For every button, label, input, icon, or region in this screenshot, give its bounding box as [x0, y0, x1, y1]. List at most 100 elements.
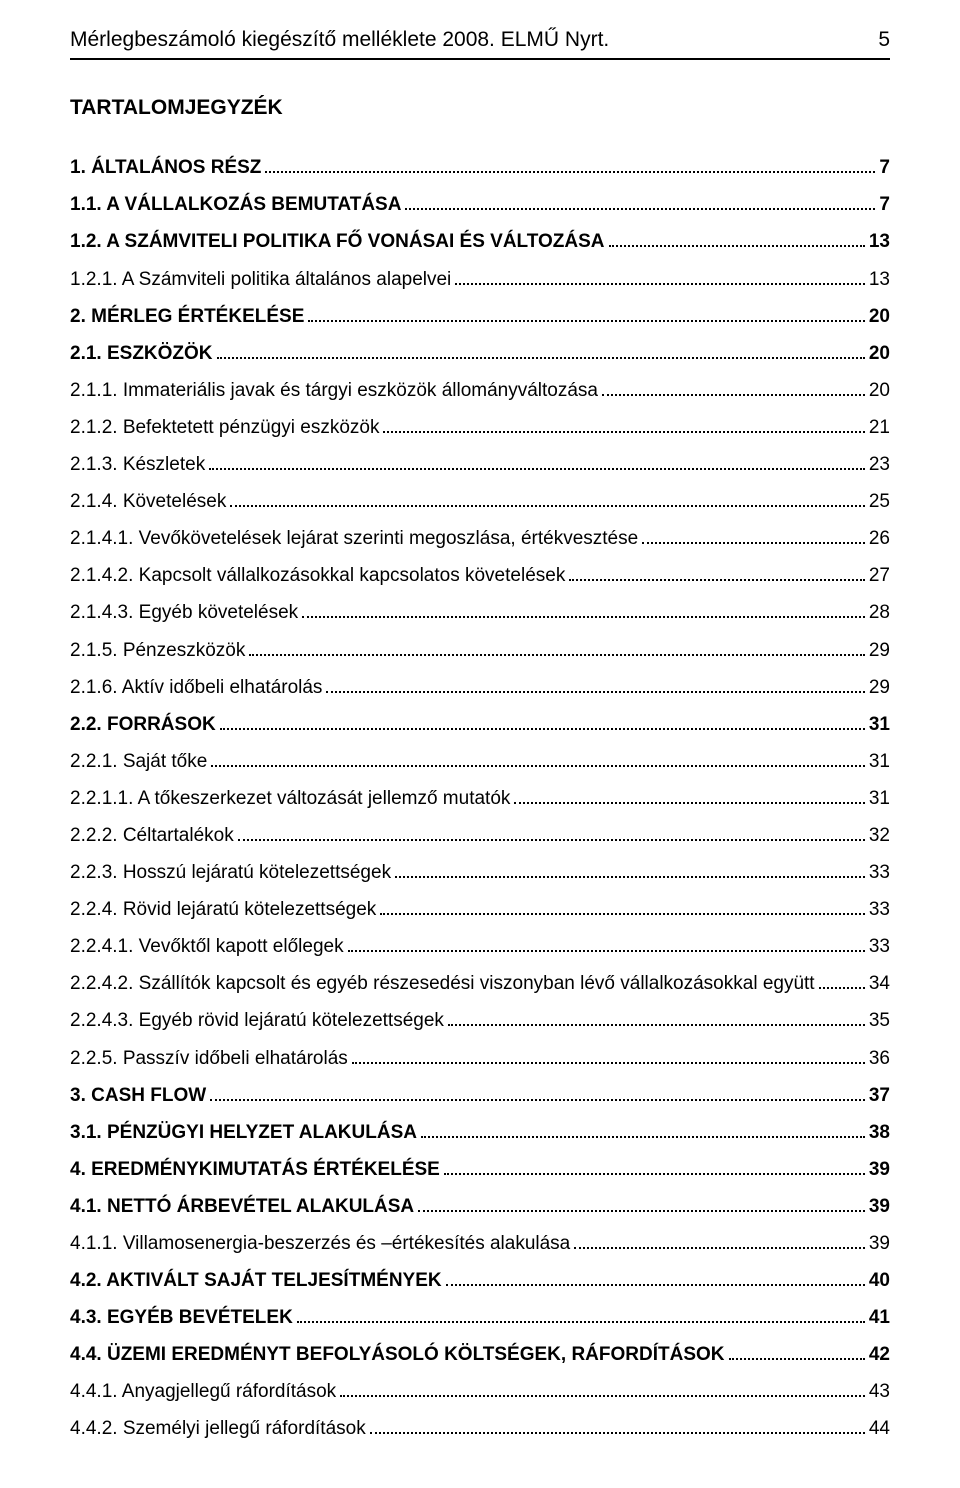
toc-entry: 2.1.1. Immateriális javak és tárgyi eszk… — [70, 373, 890, 410]
toc-entry: 4.3. EGYÉB BEVÉTELEK 41 — [70, 1300, 890, 1337]
toc-dot-leader — [209, 468, 865, 470]
toc-entry-label: 4.1.1. Villamosenergia-beszerzés és –ért… — [70, 1230, 570, 1259]
toc-title: TARTALOMJEGYZÉK — [70, 96, 890, 120]
toc-dot-leader — [418, 1210, 865, 1212]
toc-entry: 2.1.4.1. Vevőkövetelések lejárat szerint… — [70, 521, 890, 558]
toc-entry-page: 33 — [869, 896, 890, 925]
toc-entry-page: 41 — [869, 1304, 890, 1333]
toc-entry-page: 37 — [869, 1082, 890, 1111]
toc-dot-leader — [217, 357, 865, 359]
toc-entry: 2.2.1. Saját tőke 31 — [70, 744, 890, 781]
toc-dot-leader — [230, 505, 865, 507]
toc-entry-label: 4.4. ÜZEMI EREDMÉNYT BEFOLYÁSOLÓ KÖLTSÉG… — [70, 1341, 725, 1370]
toc-dot-leader — [446, 1284, 865, 1286]
toc-entry: 2.2.4.3. Egyéb rövid lejáratú kötelezett… — [70, 1003, 890, 1040]
toc-entry-label: 2.1.3. Készletek — [70, 451, 205, 480]
header-title: Mérlegbeszámoló kiegészítő melléklete 20… — [70, 28, 609, 52]
toc-entry: 4.4.1. Anyagjellegű ráfordítások43 — [70, 1374, 890, 1411]
header-page-number: 5 — [878, 28, 890, 52]
toc-dot-leader — [302, 616, 865, 618]
toc-entry: 2.2.4.2. Szállítók kapcsolt és egyéb rés… — [70, 966, 890, 1003]
toc-entry-label: 4.3. EGYÉB BEVÉTELEK — [70, 1304, 293, 1333]
toc-entry-page: 31 — [869, 785, 890, 814]
toc-entry-page: 38 — [869, 1119, 890, 1148]
toc-entry: 4.1. NETTÓ ÁRBEVÉTEL ALAKULÁSA 39 — [70, 1189, 890, 1226]
toc-entry-page: 31 — [869, 748, 890, 777]
toc-entry: 2.1. ESZKÖZÖK20 — [70, 335, 890, 372]
toc-entry-page: 28 — [869, 599, 890, 628]
toc-entry-page: 27 — [869, 562, 890, 591]
toc-entry: 4.4.2. Személyi jellegű ráfordítások 44 — [70, 1411, 890, 1448]
toc-entry-page: 39 — [869, 1193, 890, 1222]
toc-entry: 4.2. AKTIVÁLT SAJÁT TELJESÍTMÉNYEK40 — [70, 1263, 890, 1300]
toc-entry: 2.1.3. Készletek23 — [70, 447, 890, 484]
toc-entry-page: 34 — [869, 970, 890, 999]
toc-entry-label: 2.1.4.1. Vevőkövetelések lejárat szerint… — [70, 525, 638, 554]
toc-entry-page: 20 — [869, 303, 890, 332]
toc-entry-label: 4. EREDMÉNYKIMUTATÁS ÉRTÉKELÉSE — [70, 1156, 440, 1185]
toc-entry: 2.2.2. Céltartalékok32 — [70, 818, 890, 855]
toc-dot-leader — [308, 320, 864, 322]
document-page: Mérlegbeszámoló kiegészítő melléklete 20… — [0, 0, 960, 1488]
toc-entry-label: 2.1.5. Pénzeszközök — [70, 637, 245, 666]
toc-entry-label: 4.4.1. Anyagjellegű ráfordítások — [70, 1378, 336, 1407]
toc-dot-leader — [352, 1062, 865, 1064]
toc-entry: 3. CASH FLOW 37 — [70, 1077, 890, 1114]
toc-entry: 2.2.5. Passzív időbeli elhatárolás36 — [70, 1040, 890, 1077]
toc-entry-label: 2.1.4.2. Kapcsolt vállalkozásokkal kapcs… — [70, 562, 565, 591]
toc-entry-page: 29 — [869, 674, 890, 703]
toc-entry-label: 2.1.4.3. Egyéb követelések — [70, 599, 298, 628]
toc-entry: 2.2.4. Rövid lejáratú kötelezettségek 33 — [70, 892, 890, 929]
toc-entry-label: 4.4.2. Személyi jellegű ráfordítások — [70, 1415, 366, 1444]
toc-entry: 1.2. A SZÁMVITELI POLITIKA FŐ VONÁSAI ÉS… — [70, 224, 890, 261]
toc-entry-label: 3.1. PÉNZÜGYI HELYZET ALAKULÁSA — [70, 1119, 417, 1148]
toc-entry-label: 1. ÁLTALÁNOS RÉSZ — [70, 154, 261, 183]
toc-entry-page: 31 — [869, 711, 890, 740]
toc-entry: 2. MÉRLEG ÉRTÉKELÉSE20 — [70, 298, 890, 335]
toc-entry-label: 2.2.3. Hosszú lejáratú kötelezettségek — [70, 859, 391, 888]
toc-entry-label: 2.2.4.2. Szállítók kapcsolt és egyéb rés… — [70, 970, 815, 999]
toc-entry-label: 3. CASH FLOW — [70, 1082, 206, 1111]
toc-entry-label: 2.2.2. Céltartalékok — [70, 822, 234, 851]
toc-entry-page: 39 — [869, 1156, 890, 1185]
toc-dot-leader — [265, 171, 875, 173]
toc-entry-page: 44 — [869, 1415, 890, 1444]
toc-dot-leader — [569, 579, 865, 581]
toc-entry-label: 2.2. FORRÁSOK — [70, 711, 216, 740]
toc-entry-label: 2.1.2. Befektetett pénzügyi eszközök — [70, 414, 379, 443]
toc-entry: 4.4. ÜZEMI EREDMÉNYT BEFOLYÁSOLÓ KÖLTSÉG… — [70, 1337, 890, 1374]
toc-dot-leader — [210, 1099, 865, 1101]
toc-entry: 2.2.3. Hosszú lejáratú kötelezettségek33 — [70, 855, 890, 892]
toc-entry: 2.1.6. Aktív időbeli elhatárolás29 — [70, 669, 890, 706]
toc-entry-label: 2.1. ESZKÖZÖK — [70, 340, 213, 369]
toc-entry-label: 1.2.1. A Számviteli politika általános a… — [70, 266, 451, 295]
toc-entry-page: 40 — [869, 1267, 890, 1296]
toc-entry: 1.2.1. A Számviteli politika általános a… — [70, 261, 890, 298]
toc-dot-leader — [455, 283, 865, 285]
toc-entry-label: 4.1. NETTÓ ÁRBEVÉTEL ALAKULÁSA — [70, 1193, 414, 1222]
toc-dot-leader — [211, 765, 865, 767]
toc-entry: 2.2.4.1. Vevőktől kapott előlegek33 — [70, 929, 890, 966]
toc-dot-leader — [238, 839, 865, 841]
page-header: Mérlegbeszámoló kiegészítő melléklete 20… — [70, 28, 890, 52]
toc-dot-leader — [395, 876, 865, 878]
toc-entry-label: 2.2.1. Saját tőke — [70, 748, 207, 777]
toc-entry-label: 2.1.4. Követelések — [70, 488, 226, 517]
toc-entry: 1.1. A VÁLLALKOZÁS BEMUTATÁSA7 — [70, 187, 890, 224]
toc-entry-page: 36 — [869, 1045, 890, 1074]
toc-entry-page: 13 — [869, 266, 890, 295]
toc-entry: 3.1. PÉNZÜGYI HELYZET ALAKULÁSA 38 — [70, 1114, 890, 1151]
toc-dot-leader — [602, 394, 865, 396]
toc-dot-leader — [340, 1395, 865, 1397]
toc-dot-leader — [642, 542, 865, 544]
toc-entry: 2.1.2. Befektetett pénzügyi eszközök21 — [70, 410, 890, 447]
toc-dot-leader — [609, 245, 865, 247]
toc-entry-label: 2.2.4. Rövid lejáratú kötelezettségek — [70, 896, 376, 925]
toc-entry-label: 1.2. A SZÁMVITELI POLITIKA FŐ VONÁSAI ÉS… — [70, 228, 605, 257]
toc-entry-label: 2.1.1. Immateriális javak és tárgyi eszk… — [70, 377, 598, 406]
toc-entry-page: 42 — [869, 1341, 890, 1370]
toc-entry: 2.2.1.1. A tőkeszerkezet változását jell… — [70, 781, 890, 818]
toc-entry: 2.1.4.2. Kapcsolt vállalkozásokkal kapcs… — [70, 558, 890, 595]
toc-dot-leader — [383, 431, 864, 433]
toc-dot-leader — [297, 1321, 865, 1323]
